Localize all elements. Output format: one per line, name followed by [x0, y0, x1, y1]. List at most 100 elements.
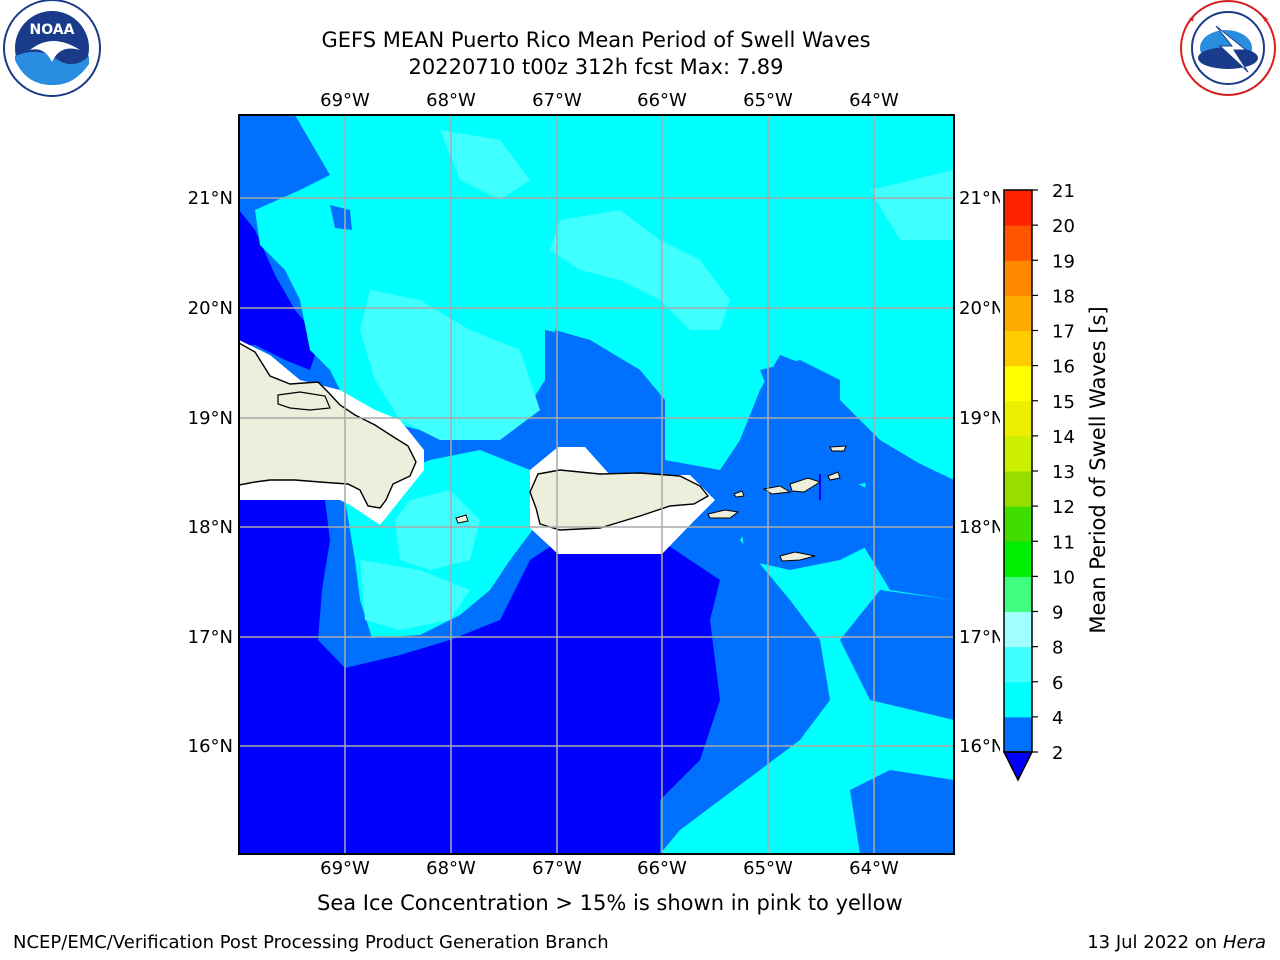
footer-left: NCEP/EMC/Verification Post Processing Pr…: [13, 932, 609, 953]
nws-logo: ★ ★: [1180, 0, 1276, 96]
colorbar-swatch: [1004, 506, 1032, 542]
colorbar-swatch: [1004, 365, 1032, 402]
colorbar-tick-label: 10: [1052, 567, 1075, 588]
lat-label-left: 18°N: [188, 517, 233, 538]
contour-light-cyan-5: [395, 490, 480, 570]
lat-label-right: 17°N: [959, 627, 1004, 648]
colorbar-under-triangle: [1002, 751, 1034, 782]
colorbar-swatch: [1004, 611, 1032, 648]
land-anegada-east: [827, 471, 841, 481]
colorbar-tick-label: 15: [1052, 392, 1075, 413]
colorbar-swatch: [1004, 646, 1032, 683]
colorbar-tick-label: 4: [1052, 708, 1063, 729]
colorbar: 2 4 6 8 9 10 11 12 13 14 15 16 17 18 19 20 21: [1002, 181, 1075, 782]
contour-mid-blue-4: [860, 440, 954, 600]
colorbar-tick-label: 6: [1052, 673, 1063, 694]
colorbar-tick-label: 2: [1052, 743, 1063, 764]
land-bvi: [789, 477, 822, 493]
lat-label-right: 21°N: [959, 188, 1004, 209]
contour-light-cyan-4: [870, 170, 954, 240]
lon-label-top: 66°W: [637, 90, 687, 111]
colorbar-swatch: [1004, 190, 1032, 226]
land-culebra: [733, 490, 745, 498]
colorbar-swatch: [1004, 716, 1032, 753]
contour-light-cyan-1: [360, 290, 540, 440]
sea-ice-note: Sea Ice Concentration > 15% is shown in …: [317, 891, 903, 915]
lat-label-left: 21°N: [188, 188, 233, 209]
contour-mid-blue-1: [545, 330, 665, 470]
land-hispaniola-peninsula: [277, 391, 331, 411]
contour-mid-blue-3: [740, 480, 890, 570]
colorbar-swatch: [1004, 295, 1032, 331]
colorbar-swatch: [1004, 471, 1032, 507]
land-hispaniola: [239, 342, 417, 509]
footer-right: 13 Jul 2022 on Hera: [1087, 932, 1266, 953]
lon-label-top: 68°W: [426, 90, 476, 111]
colorbar-label: Mean Period of Swell Waves [s]: [1086, 306, 1110, 633]
colorbar-tick-label: 13: [1052, 462, 1075, 483]
contour-deep-blue-west: [239, 210, 320, 370]
lat-label-left: 20°N: [188, 298, 233, 319]
map-frame: [238, 114, 955, 855]
footer-date: 13 Jul 2022 on: [1087, 932, 1223, 953]
land-vieques: [707, 509, 740, 519]
colorbar-swatch: [1004, 225, 1032, 261]
colorbar-swatch: [1004, 260, 1032, 296]
lat-label-right: 16°N: [959, 736, 1004, 757]
noaa-logo-text: NOAA: [30, 22, 75, 38]
footer-host: Hera: [1222, 932, 1266, 953]
contour-deep-blue-south: [239, 500, 720, 854]
lon-label-top: 65°W: [743, 90, 793, 111]
contour-mid-blue-5: [330, 205, 352, 230]
land-mona-island: [455, 514, 469, 524]
lon-label-bottom: 65°W: [743, 858, 793, 879]
contour-mid-blue-6: [885, 685, 910, 705]
lon-label-bottom: 67°W: [532, 858, 582, 879]
land-puerto-rico: [529, 469, 710, 531]
colorbar-swatch: [1004, 576, 1032, 612]
chart-subtitle: 20220710 t00z 312h fcst Max: 7.89: [408, 55, 784, 79]
lon-label-top: 67°W: [532, 90, 582, 111]
land-st-thomas: [762, 485, 792, 495]
colorbar-swatch: [1004, 541, 1032, 577]
contour-light-cyan-3: [440, 130, 530, 200]
lat-label-right: 19°N: [959, 408, 1004, 429]
contour-mid-blue-2: [760, 360, 840, 420]
colorbar-swatch: [1004, 435, 1032, 472]
lat-label-left: 19°N: [188, 408, 233, 429]
lon-label-bottom: 69°W: [320, 858, 370, 879]
land-anegada: [829, 445, 847, 452]
lat-label-left: 17°N: [188, 627, 233, 648]
land-st-croix: [779, 551, 816, 562]
svg-text:★: ★: [1262, 15, 1269, 24]
lat-label-right: 20°N: [959, 298, 1004, 319]
svg-text:★: ★: [1188, 15, 1195, 24]
chart-title: GEFS MEAN Puerto Rico Mean Period of Swe…: [321, 28, 871, 52]
contour-light-cyan-2: [550, 210, 730, 330]
colorbar-tick-label: 14: [1052, 427, 1075, 448]
graticule: [239, 115, 954, 854]
colorbar-tick-label: 19: [1052, 251, 1075, 272]
colorbar-tick-label: 18: [1052, 286, 1075, 307]
colorbar-tick-label: 16: [1052, 357, 1075, 378]
lat-label-right: 18°N: [959, 517, 1004, 538]
colorbar-tick-label: 20: [1052, 216, 1075, 237]
lon-label-top: 64°W: [849, 90, 899, 111]
colorbar-tick-label: 9: [1052, 603, 1063, 624]
colorbar-tick-label: 12: [1052, 497, 1075, 518]
colorbar-tick-label: 8: [1052, 638, 1063, 659]
colorbar-tick-label: 11: [1052, 532, 1075, 553]
contour-light-cyan-6: [360, 560, 470, 630]
noaa-logo: NOAA: [3, 0, 101, 97]
colorbar-swatch: [1004, 681, 1032, 718]
colorbar-tick-label: 17: [1052, 322, 1075, 343]
colorbar-swatch: [1004, 400, 1032, 437]
lon-label-top: 69°W: [320, 90, 370, 111]
lon-label-bottom: 68°W: [426, 858, 476, 879]
lon-label-bottom: 66°W: [637, 858, 687, 879]
lat-label-left: 16°N: [188, 736, 233, 757]
colorbar-tick-label: 21: [1052, 181, 1075, 202]
colorbar-swatch: [1004, 330, 1032, 367]
lon-label-bottom: 64°W: [849, 858, 899, 879]
